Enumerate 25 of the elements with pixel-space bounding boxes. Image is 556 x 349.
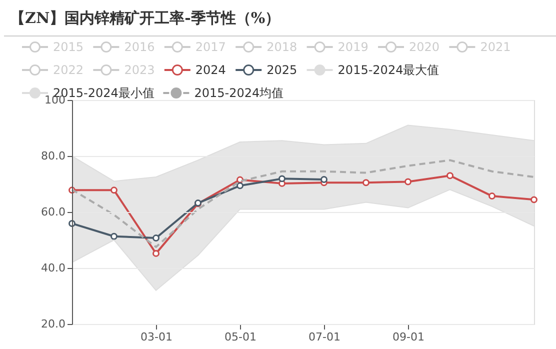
x-tick-label: 09-01 xyxy=(392,330,424,344)
legend-label: 2015-2024最大值 xyxy=(338,63,440,77)
point xyxy=(488,192,496,200)
point xyxy=(278,175,286,182)
y-tick-label: 80.0 xyxy=(41,150,66,162)
legend-label: 2025 xyxy=(266,63,298,77)
point xyxy=(362,179,370,186)
point xyxy=(320,176,328,184)
y-tick-label: 20.0 xyxy=(41,318,66,330)
x-tick-label: 07-01 xyxy=(308,330,340,344)
y-tick-label: 60.0 xyxy=(41,206,66,218)
chart-title: 【ZN】国内锌精矿开工率-季节性（%） xyxy=(10,9,280,27)
point xyxy=(152,234,160,242)
point xyxy=(110,232,118,240)
legend-label: 2015-2024均值 xyxy=(194,86,284,100)
legend-label: 2024 xyxy=(195,63,226,77)
point xyxy=(110,186,118,194)
point xyxy=(530,196,538,204)
point xyxy=(404,178,412,186)
x-tick-label: 05-01 xyxy=(224,330,256,344)
point xyxy=(446,172,454,180)
x-tick-label: 03-01 xyxy=(140,330,172,344)
point xyxy=(236,182,244,190)
y-tick-label: 40.0 xyxy=(41,262,66,274)
point xyxy=(152,250,160,257)
